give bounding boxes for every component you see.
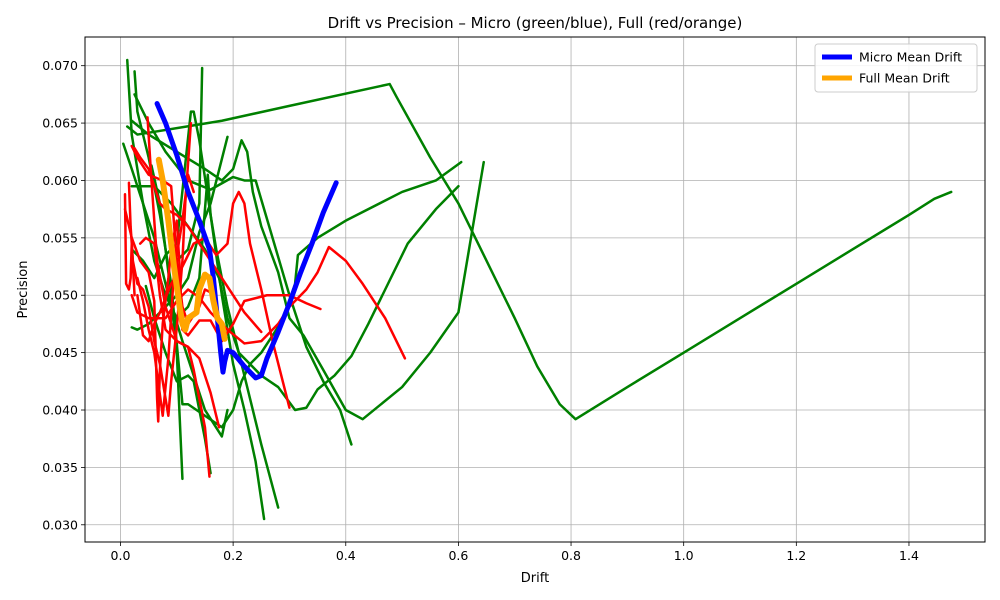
- y-tick-label: 0.055: [42, 230, 78, 245]
- x-tick-label: 0.2: [223, 548, 243, 563]
- legend-entry-micro-mean: Micro Mean Drift: [859, 50, 962, 65]
- y-tick-label: 0.030: [42, 517, 78, 532]
- y-tick-label: 0.045: [42, 345, 78, 360]
- micro-run-line: [130, 119, 485, 421]
- full-run-line: [127, 121, 193, 417]
- micro-mean-drift-line: [154, 101, 339, 381]
- chart-title: Drift vs Precision – Micro (green/blue),…: [328, 14, 743, 32]
- y-tick-label: 0.065: [42, 116, 78, 131]
- y-axis-ticks: 0.030 0.035 0.040 0.045 0.050 0.055 0.060 0.065…: [42, 58, 85, 532]
- x-axis-label: Drift: [521, 571, 549, 586]
- legend: Micro Mean Drift Full Mean Drift: [814, 43, 978, 93]
- micro-run-line: [144, 284, 212, 475]
- y-tick-label: 0.035: [42, 460, 78, 475]
- micro-run-line: [130, 110, 266, 521]
- y-tick-label: 0.060: [42, 173, 78, 188]
- y-axis-label: Precision: [16, 260, 31, 318]
- full-mean-drift-line: [155, 156, 228, 342]
- y-tick-label: 0.040: [42, 403, 78, 418]
- x-tick-label: 1.2: [786, 548, 806, 563]
- x-axis-ticks: 0.0 0.2 0.4 0.6 0.8 1.0 1.2 1.4: [111, 542, 919, 563]
- x-tick-label: 1.4: [899, 548, 919, 563]
- full-run-line: [138, 236, 211, 478]
- plot-frame: [84, 36, 986, 543]
- grid-lines: [85, 37, 985, 542]
- legend-box: [814, 43, 978, 93]
- y-tick-label: 0.070: [42, 58, 78, 73]
- x-tick-label: 0.6: [448, 548, 468, 563]
- micro-run-line: [125, 82, 953, 421]
- full-run-line: [136, 173, 195, 417]
- x-tick-label: 0.8: [561, 548, 581, 563]
- x-tick-label: 0.0: [111, 548, 131, 563]
- y-tick-label: 0.050: [42, 288, 78, 303]
- series-layer: [122, 58, 953, 521]
- x-tick-label: 0.4: [336, 548, 356, 563]
- x-tick-label: 1.0: [674, 548, 694, 563]
- legend-entry-full-mean: Full Mean Drift: [859, 71, 950, 86]
